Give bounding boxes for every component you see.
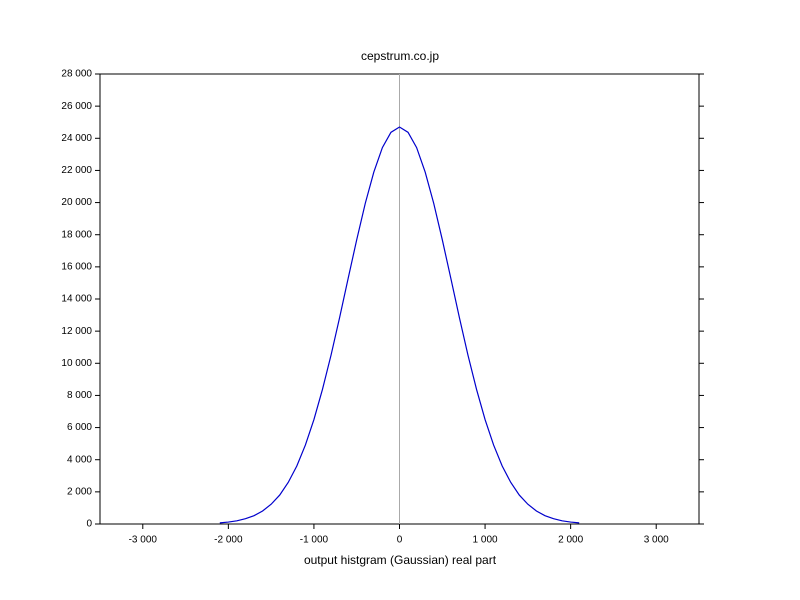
- x-tick-label: 0: [397, 535, 403, 546]
- chart-title: cepstrum.co.jp: [361, 49, 439, 63]
- y-tick-label: 16 000: [61, 261, 92, 272]
- y-tick-label: 0: [86, 519, 92, 530]
- y-tick-label: 4 000: [67, 454, 92, 465]
- y-tick-label: 26 000: [61, 101, 92, 112]
- y-tick-label: 2 000: [67, 486, 92, 497]
- y-tick-label: 8 000: [67, 390, 92, 401]
- x-tick-label: 1 000: [473, 535, 498, 546]
- x-tick-label: -2 000: [214, 535, 243, 546]
- x-axis-label: output histgram (Gaussian) real part: [304, 553, 497, 567]
- y-tick-label: 24 000: [61, 133, 92, 144]
- x-tick-label: -3 000: [129, 535, 158, 546]
- y-tick-label: 28 000: [61, 69, 92, 80]
- y-tick-label: 22 000: [61, 165, 92, 176]
- y-tick-label: 20 000: [61, 197, 92, 208]
- y-tick-label: 12 000: [61, 326, 92, 337]
- x-tick-label: -1 000: [300, 535, 329, 546]
- y-tick-label: 14 000: [61, 294, 92, 305]
- y-tick-label: 10 000: [61, 358, 92, 369]
- y-tick-label: 18 000: [61, 229, 92, 240]
- y-tick-label: 6 000: [67, 422, 92, 433]
- data-line: [219, 126, 580, 524]
- x-tick-label: 3 000: [644, 535, 669, 546]
- x-tick-label: 2 000: [558, 535, 583, 546]
